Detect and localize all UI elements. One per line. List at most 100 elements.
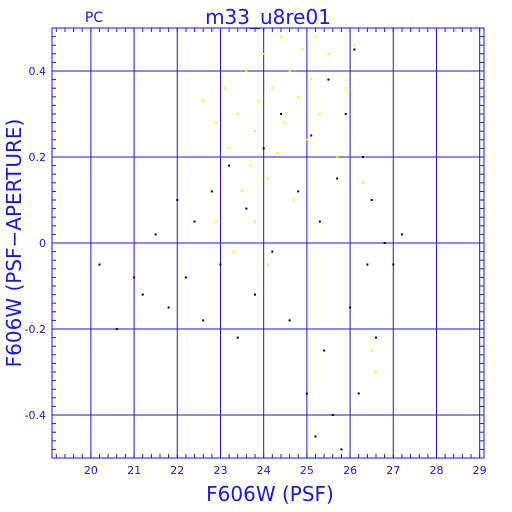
data-point <box>223 87 226 90</box>
corner-label: PC <box>85 10 103 26</box>
data-point <box>98 263 101 266</box>
data-point <box>310 78 313 81</box>
data-point <box>318 220 321 223</box>
data-point <box>375 336 377 339</box>
data-point <box>275 151 278 154</box>
data-point <box>249 164 252 167</box>
y-tick-label: 0 <box>39 237 46 250</box>
data-point <box>279 113 282 115</box>
data-point <box>353 44 356 47</box>
data-point <box>314 35 317 38</box>
x-tick-label: 25 <box>300 464 314 477</box>
data-point <box>254 220 257 223</box>
grid <box>52 28 484 458</box>
data-point <box>340 448 343 451</box>
y-tick-label: 0.2 <box>29 151 47 164</box>
chart-title: m33_u8re01 <box>205 5 331 29</box>
data-point <box>271 250 274 253</box>
data-point <box>262 52 265 55</box>
y-axis-label: F606W (PSF−APERTURE) <box>2 119 26 368</box>
data-point <box>215 220 218 223</box>
data-point <box>392 263 395 266</box>
data-point <box>202 100 205 103</box>
data-point <box>375 371 377 373</box>
data-point <box>370 349 373 352</box>
data-point <box>228 147 231 150</box>
data-point <box>245 70 248 72</box>
x-tick-label: 24 <box>257 464 271 477</box>
data-point <box>115 328 118 330</box>
data-point <box>327 52 330 55</box>
data-point <box>349 306 352 309</box>
data-point <box>314 435 317 438</box>
data-point <box>301 48 304 51</box>
data-point <box>258 100 261 103</box>
data-point <box>210 190 213 193</box>
x-tick-label: 21 <box>127 464 141 477</box>
data-point <box>254 293 257 296</box>
data-point <box>327 78 330 81</box>
data-point <box>262 147 265 150</box>
y-tick-label: 0.4 <box>29 65 47 78</box>
x-tick-label: 23 <box>213 464 227 477</box>
data-point <box>193 220 196 223</box>
data-point <box>383 242 386 244</box>
data-point <box>288 70 291 72</box>
data-point <box>141 293 144 296</box>
x-axis-ticks: 20 21 22 23 24 25 26 27 28 29 <box>55 28 487 477</box>
x-tick-label: 27 <box>386 464 400 477</box>
data-point <box>310 134 313 137</box>
data-point <box>297 190 300 193</box>
data-point <box>288 319 291 322</box>
data-point <box>241 190 244 193</box>
y-tick-label: -0.4 <box>25 409 46 422</box>
data-point <box>228 164 231 167</box>
x-tick-label: 20 <box>84 464 98 477</box>
data-point <box>362 181 365 184</box>
data-point <box>133 276 136 279</box>
data-point <box>236 336 239 339</box>
data-point <box>323 349 326 352</box>
x-tick-label: 29 <box>473 464 487 477</box>
x-axis-label: F606W (PSF) <box>206 482 334 506</box>
data-point <box>176 199 179 201</box>
data-point <box>202 319 205 322</box>
series-yellow-points <box>202 35 377 373</box>
data-point <box>336 156 339 158</box>
data-point <box>305 392 308 395</box>
data-point <box>232 250 235 253</box>
data-point <box>292 199 295 201</box>
data-point <box>318 113 321 115</box>
data-point <box>344 113 347 115</box>
data-point <box>331 414 334 416</box>
data-point <box>344 87 347 90</box>
data-point <box>154 233 157 236</box>
x-tick-label: 28 <box>429 464 443 477</box>
data-point <box>245 207 248 210</box>
data-point <box>184 276 187 279</box>
data-point <box>215 121 218 124</box>
data-point <box>297 95 300 98</box>
data-point <box>357 392 360 395</box>
data-point <box>366 263 369 266</box>
x-tick-label: 26 <box>343 464 357 477</box>
data-point <box>362 156 365 158</box>
data-point <box>336 177 339 180</box>
data-point <box>267 177 269 180</box>
data-point <box>279 35 282 38</box>
data-point <box>219 263 222 266</box>
data-point <box>370 199 373 201</box>
y-axis-ticks: 0.4 0.2 0 -0.2 -0.4 <box>25 36 484 450</box>
data-point <box>353 48 356 51</box>
series-black-points <box>98 48 403 451</box>
data-point <box>267 263 269 266</box>
data-point <box>284 121 287 124</box>
data-point <box>400 233 403 236</box>
data-point <box>236 113 239 115</box>
x-tick-label: 22 <box>170 464 184 477</box>
data-point <box>254 130 257 133</box>
data-point <box>305 138 308 141</box>
data-point <box>167 306 170 309</box>
data-point <box>271 87 274 90</box>
